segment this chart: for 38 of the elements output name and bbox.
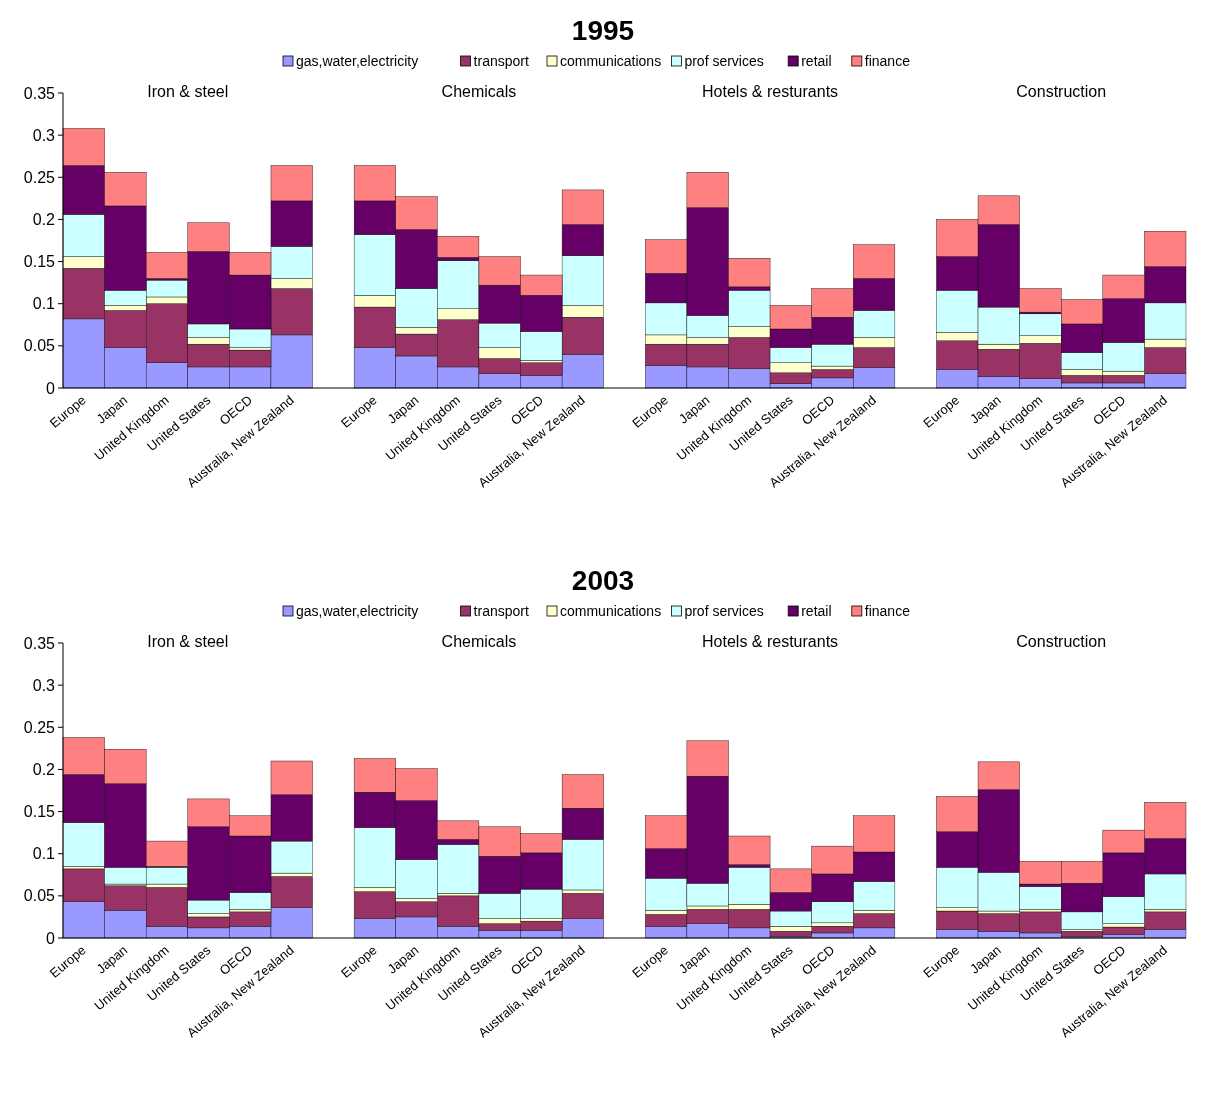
- annotation: Chemicals: [441, 633, 517, 650]
- legend-label: gas,water,electricity: [296, 603, 419, 619]
- y-tick-label: 0: [46, 929, 56, 947]
- legend-label: transport: [473, 53, 529, 69]
- legend-label: gas,water,electricity: [296, 53, 419, 69]
- y-tick-label: 0.05: [23, 337, 56, 355]
- y-tick-label: 0.35: [23, 84, 56, 102]
- annotation: Construction: [1016, 633, 1107, 650]
- legend-label: prof services: [684, 53, 764, 69]
- annotation: Construction: [1016, 83, 1107, 100]
- y-tick-label: 0.2: [32, 761, 56, 779]
- legend-label: communications: [560, 53, 662, 69]
- annotation: Iron & steel: [147, 633, 229, 650]
- y-tick-label: 0.25: [23, 718, 56, 736]
- legend-label: retail: [801, 53, 832, 69]
- y-tick-label: 0: [46, 379, 56, 397]
- y-tick-label: 0.1: [32, 295, 56, 313]
- chart-title: 1995: [571, 15, 635, 46]
- annotation: Hotels & resturants: [702, 83, 839, 100]
- y-tick-label: 0.15: [23, 253, 56, 271]
- y-tick-label: 0.35: [23, 634, 56, 652]
- legend-label: transport: [473, 603, 529, 619]
- annotation: Iron & steel: [147, 83, 229, 100]
- y-tick-label: 0.3: [32, 676, 56, 694]
- y-tick-label: 0.25: [23, 168, 56, 186]
- y-tick-label: 0.1: [32, 845, 56, 863]
- y-tick-label: 0.15: [23, 803, 56, 821]
- legend-label: retail: [801, 603, 832, 619]
- legend-label: communications: [560, 603, 662, 619]
- y-tick-label: 0.05: [23, 887, 56, 905]
- annotation: Hotels & resturants: [702, 633, 839, 650]
- y-tick-label: 0.3: [32, 126, 56, 144]
- legend-label: prof services: [684, 603, 764, 619]
- y-tick-label: 0.2: [32, 211, 56, 229]
- legend-label: finance: [864, 53, 911, 69]
- annotation: Chemicals: [441, 83, 517, 100]
- chart-title: 2003: [571, 565, 635, 596]
- legend-label: finance: [864, 603, 911, 619]
